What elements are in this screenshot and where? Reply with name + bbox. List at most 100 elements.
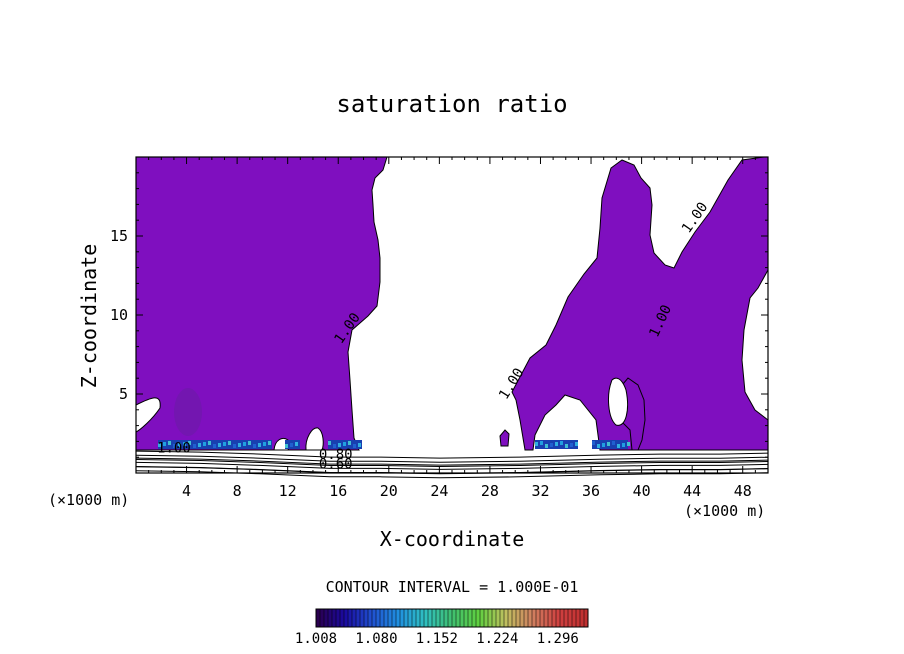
colorbar-cell	[408, 609, 413, 627]
colorbar-cell	[548, 609, 553, 627]
colorbar-cell	[420, 609, 425, 627]
colorbar-cell	[524, 609, 529, 627]
plot-area: 1.001.001.001.001.00 0.800.604 8 12 16 20 24 28…	[110, 156, 769, 500]
contour-label-7: 0.60	[319, 456, 353, 472]
colorbar-tick-label-2: 1.080	[355, 631, 397, 647]
colorbar-cell	[540, 609, 545, 627]
colorbar-cell	[532, 609, 537, 627]
colorbar-cell	[404, 609, 409, 627]
x-tick-label-36: 36	[582, 482, 600, 500]
strip-cell	[168, 441, 171, 445]
colorbar-cell	[316, 609, 321, 627]
x-unit-label-left: (×1000 m)	[48, 491, 129, 509]
chart-title: saturation ratio	[336, 90, 567, 118]
colorbar-cell	[376, 609, 381, 627]
x-tick-label-4: 4	[182, 482, 191, 500]
x-unit-label-right: (×1000 m)	[684, 502, 765, 520]
colorbar-cell	[452, 609, 457, 627]
strip-cell	[268, 441, 271, 445]
strip-cell	[338, 443, 341, 447]
strip-cell	[328, 441, 331, 445]
y-axis-title: Z-coordinate	[77, 244, 101, 389]
colorbar-cell	[472, 609, 477, 627]
colorbar-cell	[384, 609, 389, 627]
strip-cell	[622, 443, 625, 447]
colorbar-cell	[464, 609, 469, 627]
strip-cell	[348, 441, 351, 445]
colorbar-cell	[492, 609, 497, 627]
colorbar-cell	[372, 609, 377, 627]
high-saturation-strip-2	[285, 440, 300, 449]
colorbar-cell	[324, 609, 329, 627]
strip-cell	[627, 442, 630, 446]
colorbar-cell	[392, 609, 397, 627]
strip-cell	[158, 443, 161, 447]
colorbar-frame	[315, 608, 589, 628]
filled-region-2	[511, 156, 769, 451]
colorbar-cell	[416, 609, 421, 627]
colorbar-cell	[360, 609, 365, 627]
colorbar-cell	[444, 609, 449, 627]
darker-blob	[174, 388, 202, 436]
colorbar: 1.008 1.080 1.152 1.224 1.296	[295, 608, 589, 647]
strip-cell	[550, 443, 553, 447]
colorbar-tick-label-1: 1.008	[295, 631, 337, 647]
colorbar-cell	[528, 609, 533, 627]
x-tick-label-24: 24	[430, 482, 448, 500]
colorbar-cell	[584, 609, 589, 627]
strip-cell	[570, 443, 573, 447]
strip-cell	[203, 442, 206, 446]
colorbar-cell	[468, 609, 473, 627]
strip-cell	[290, 443, 293, 447]
ground-contour-line-5	[135, 461, 769, 470]
x-tick-label-48: 48	[734, 482, 752, 500]
colorbar-cell	[512, 609, 517, 627]
colorbar-cell	[460, 609, 465, 627]
colorbar-cell	[436, 609, 441, 627]
colorbar-cell	[364, 609, 369, 627]
colorbar-cell	[428, 609, 433, 627]
strip-cell	[218, 443, 221, 447]
colorbar-cell	[336, 609, 341, 627]
strip-cell	[178, 443, 181, 447]
colorbar-tick-label-3: 1.152	[416, 631, 458, 647]
colorbar-cell	[332, 609, 337, 627]
colorbar-cell	[560, 609, 565, 627]
colorbar-cell	[556, 609, 561, 627]
strip-cell	[253, 444, 256, 448]
strip-cell	[193, 444, 196, 448]
x-tick-label-8: 8	[233, 482, 242, 500]
strip-cell	[243, 442, 246, 446]
colorbar-cell	[516, 609, 521, 627]
colorbar-cell	[508, 609, 513, 627]
high-saturation-strip-4	[535, 440, 578, 449]
strip-cell	[602, 443, 605, 447]
strip-cell	[545, 444, 548, 448]
colorbar-cell	[424, 609, 429, 627]
x-tick-label-28: 28	[481, 482, 499, 500]
strip-cell	[592, 441, 595, 445]
colorbar-cell	[448, 609, 453, 627]
colorbar-cell	[488, 609, 493, 627]
filled-region-1	[135, 156, 388, 451]
x-tick-label-12: 12	[279, 482, 297, 500]
colorbar-cell	[552, 609, 557, 627]
x-axis-title: X-coordinate	[380, 527, 525, 551]
strip-cell	[208, 441, 211, 445]
strip-cell	[353, 444, 356, 448]
strip-cell	[565, 444, 568, 448]
x-tick-label-32: 32	[531, 482, 549, 500]
strip-cell	[343, 442, 346, 446]
strip-cell	[258, 443, 261, 447]
unsaturated-pocket-2	[305, 427, 324, 451]
colorbar-cell	[344, 609, 349, 627]
colorbar-cell	[380, 609, 385, 627]
contour-label-5: 1.00	[157, 440, 191, 456]
ground-contour-line-3	[135, 457, 769, 466]
y-tick-label-10: 10	[110, 306, 128, 324]
strip-cell	[560, 441, 563, 445]
colorbar-cell	[500, 609, 505, 627]
strip-cell	[333, 444, 336, 448]
